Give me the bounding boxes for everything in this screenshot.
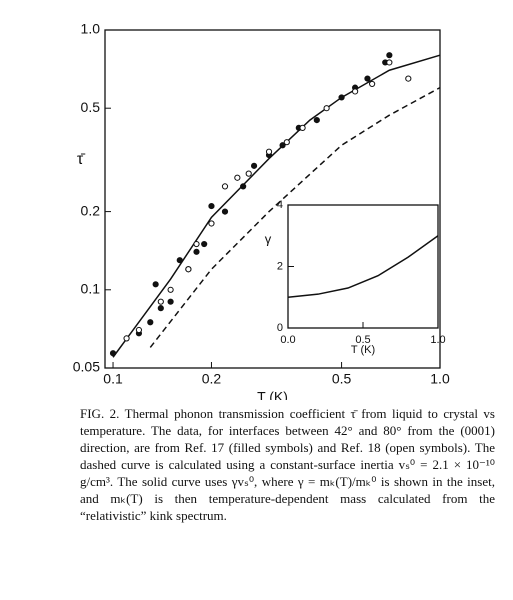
x-tick-label: 0.5 — [355, 334, 370, 346]
open-symbol — [323, 105, 330, 112]
filled-symbol — [193, 248, 200, 255]
filled-symbol — [250, 162, 258, 169]
open-symbol — [386, 59, 393, 66]
open-symbol — [352, 88, 359, 95]
y-tick-label: 1.0 — [81, 21, 101, 37]
x-tick-label: 0.0 — [280, 334, 295, 346]
solid-curve — [287, 235, 439, 298]
filled-symbol — [147, 319, 154, 326]
y-axis-label: γ — [265, 231, 272, 246]
open-symbol — [135, 326, 143, 334]
open-symbol — [283, 139, 290, 146]
y-tick-label: 0.2 — [81, 202, 101, 218]
x-axis-label: T (K) — [351, 344, 375, 356]
open-symbol — [234, 174, 241, 181]
filled-symbol — [386, 52, 393, 59]
filled-symbol — [240, 183, 247, 190]
inset-background — [288, 205, 438, 328]
dashed-curve — [149, 86, 441, 348]
x-tick-label: 1.0 — [430, 371, 450, 387]
filled-symbol — [313, 116, 320, 124]
open-symbol — [369, 80, 376, 88]
open-symbol — [167, 286, 174, 293]
figure: 0.1 0.2 0.5 1.00.050.10.20.51.0T (K)τ̄0.0 0.… — [73, 21, 450, 400]
filled-symbol — [157, 305, 164, 312]
open-symbol — [208, 220, 215, 227]
open-symbol — [123, 335, 130, 342]
open-symbol — [265, 148, 273, 155]
open-symbol — [245, 170, 252, 177]
y-tick-label: 0.1 — [81, 280, 101, 296]
solid-curve — [112, 54, 441, 358]
y-tick-label: 4 — [277, 199, 283, 211]
filled-symbol — [167, 298, 174, 305]
filled-symbol — [176, 257, 183, 264]
x-tick-label: 0.1 — [103, 371, 123, 387]
open-symbol — [157, 298, 164, 305]
y-tick-label: 0 — [277, 322, 283, 334]
open-symbol — [221, 183, 229, 190]
filled-symbol — [109, 350, 117, 357]
y-tick-label: 0.5 — [81, 99, 101, 115]
filled-symbol — [364, 75, 371, 82]
y-tick-label: 2 — [277, 260, 283, 272]
open-symbol — [185, 266, 192, 273]
filled-symbol — [208, 202, 215, 210]
x-tick-label: 0.5 — [332, 371, 352, 387]
filled-symbol — [201, 240, 208, 248]
x-tick-label: 1.0 — [430, 334, 445, 346]
x-tick-label: 0.2 — [202, 371, 222, 387]
filled-symbol — [152, 281, 159, 288]
y-axis-label: τ̄ — [77, 151, 86, 168]
filled-symbol — [338, 94, 345, 101]
x-axis-label: T (K) — [257, 389, 288, 400]
open-symbol — [299, 124, 306, 131]
y-tick-label: 0.05 — [73, 359, 100, 375]
caption: FIG. 2. Thermal phonon transmission coef… — [80, 406, 495, 523]
open-symbol — [193, 240, 200, 248]
filled-symbol — [221, 208, 229, 215]
filled-symbol — [279, 142, 286, 149]
open-symbol — [405, 75, 412, 82]
plot-frame — [104, 29, 441, 369]
